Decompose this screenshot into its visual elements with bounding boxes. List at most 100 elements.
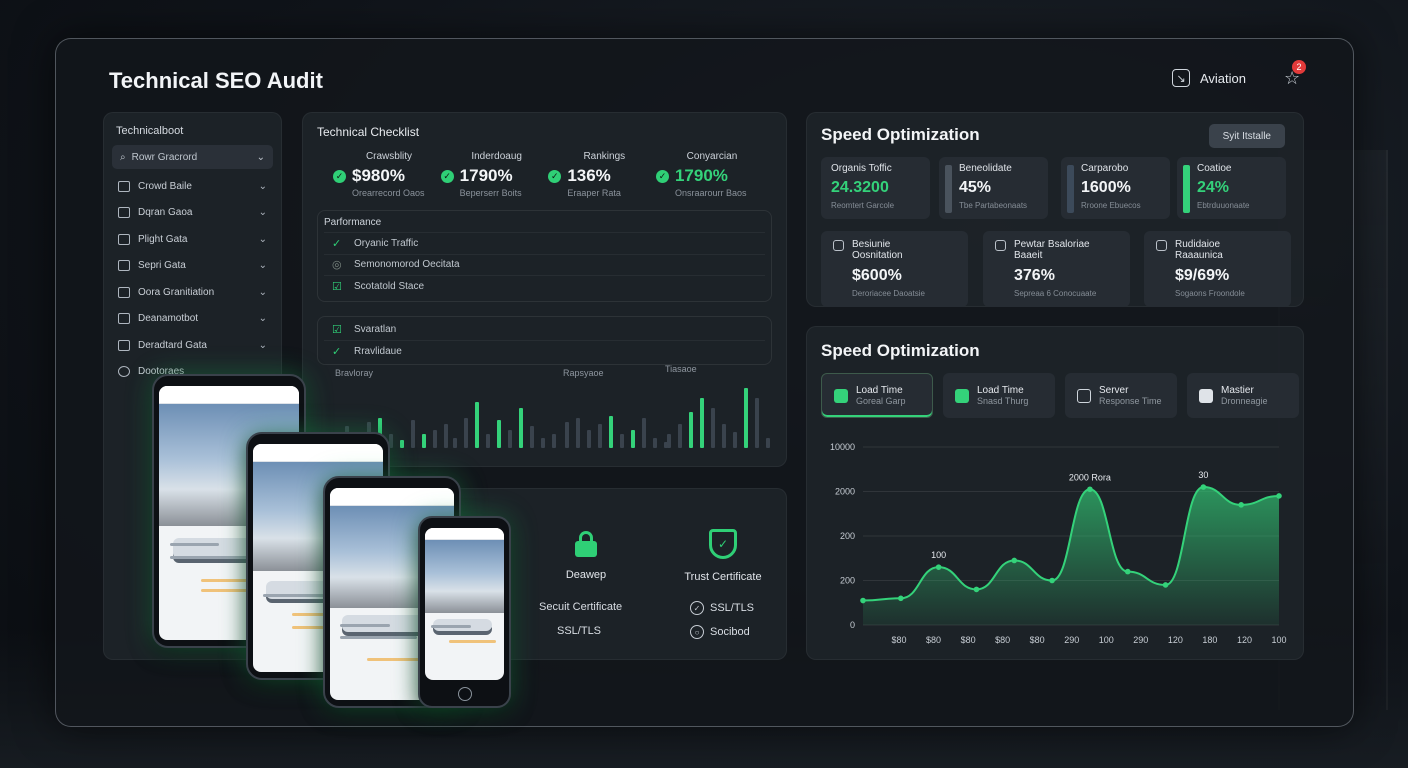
mini-bar bbox=[587, 430, 591, 448]
kpi-card-large[interactable]: Rudidaioe Raaaunica $9/69% Sogaons Froond… bbox=[1144, 231, 1291, 307]
mini-bar bbox=[453, 438, 457, 448]
metric-value: $980% bbox=[352, 166, 405, 185]
mini-bar bbox=[678, 424, 682, 448]
checklist-metrics: Crawsblity ✓ $980% Orearrecord Oaos Inder… bbox=[317, 151, 772, 198]
tab-label: Mastier bbox=[1221, 385, 1254, 396]
speed-action-button[interactable]: Syit Itstalle bbox=[1208, 124, 1285, 148]
mini-bar bbox=[433, 430, 437, 448]
favorites-button[interactable]: ☆ 2 bbox=[1284, 60, 1306, 88]
kpi-card[interactable]: Coatioe 24% Ebtrduuonaate bbox=[1177, 157, 1286, 219]
data-point bbox=[1276, 493, 1282, 499]
kpi-label: Coatioe bbox=[1197, 163, 1232, 174]
page-title: Technical SEO Audit bbox=[109, 68, 323, 93]
chevron-down-icon: ⌄ bbox=[258, 260, 267, 272]
dashboard-icon bbox=[118, 339, 130, 351]
metric-sub: Eraaper Rata bbox=[567, 188, 621, 198]
metric-sub: Orearrecord Oaos bbox=[352, 188, 425, 198]
lock-small-icon bbox=[1156, 240, 1167, 251]
data-point bbox=[935, 564, 942, 570]
sidebar-item-7[interactable]: Dootoraes bbox=[112, 359, 273, 386]
tab-server[interactable]: Server Response Time bbox=[1065, 373, 1177, 418]
sidebar-item-label: Dqran Gaoa bbox=[138, 207, 193, 219]
aviation-square-icon[interactable]: ↘ bbox=[1171, 69, 1190, 87]
metric-value: 136% bbox=[567, 166, 611, 185]
ssl-check-icon: ✓ bbox=[690, 601, 704, 615]
tab-mastier[interactable]: Mastier Dronneagie bbox=[1187, 373, 1299, 418]
mini-bar bbox=[508, 430, 512, 448]
sidebar-item-1[interactable]: Dqran Gaoa ⌄ bbox=[112, 200, 273, 227]
checklist-item[interactable]: ✓ Rravlidaue bbox=[324, 340, 765, 362]
kpi-card[interactable]: Carparobo 1600% Rroone Ebuecos bbox=[1061, 157, 1170, 219]
check-circle-icon: ✓ bbox=[440, 169, 454, 183]
sidebar-item-3[interactable]: Sepri Gata ⌄ bbox=[112, 253, 273, 280]
data-point bbox=[1238, 502, 1244, 508]
x-tick-label: $80 bbox=[891, 635, 906, 645]
sidebar-item-2[interactable]: Plight Gata ⌄ bbox=[112, 226, 273, 253]
chevron-down-icon: ⌄ bbox=[258, 180, 267, 192]
check-icon: ✓ bbox=[332, 345, 342, 358]
mini-bar bbox=[631, 430, 635, 448]
checklist-item[interactable]: ◎ Semonomorod Oecitata bbox=[324, 253, 765, 276]
data-point bbox=[973, 586, 980, 593]
kpi-card-large[interactable]: Besiunie Oosnitation $600% Deroriacee Dao… bbox=[821, 231, 968, 307]
x-tick-label: 180 bbox=[1202, 635, 1217, 645]
home-icon bbox=[995, 240, 1006, 251]
mini-bar bbox=[497, 420, 501, 448]
kpi-value: 45% bbox=[959, 179, 992, 196]
kpi-card[interactable]: Beneolidate 45% Tbe Partabeonaats bbox=[939, 157, 1048, 219]
sidebar-item-0[interactable]: Crowd Baile ⌄ bbox=[112, 173, 273, 200]
metric-label: Conyarcian bbox=[686, 151, 738, 162]
annotation-label: 30 bbox=[1198, 470, 1208, 480]
y-tick-label: 0 bbox=[850, 620, 855, 630]
tab-sub: Goreal Garp bbox=[856, 396, 906, 406]
checkbox-icon: ☑ bbox=[332, 323, 342, 336]
x-tick-label: 290 bbox=[1064, 635, 1079, 645]
sidebar-item-6[interactable]: Deradtard Gata ⌄ bbox=[112, 332, 273, 359]
checklist-item[interactable]: ✓ Oryanic Traffic bbox=[324, 232, 765, 254]
chat-icon bbox=[1199, 388, 1213, 403]
annotation-label: 100 bbox=[931, 550, 946, 560]
monitor-icon bbox=[955, 388, 969, 403]
tab-load-time[interactable]: Load Time Goreal Garp bbox=[821, 373, 933, 418]
data-point bbox=[1049, 577, 1055, 584]
mini-bar-charts: Bravloray Rapsyaoe Tiasaoe bbox=[333, 364, 773, 458]
checklist-item[interactable]: ☑ Scotatold Stace bbox=[324, 275, 765, 297]
kpi-value: $600% bbox=[852, 267, 902, 284]
kpi-card[interactable]: Organis Toffic 24.3200 Reomtert Garcole bbox=[821, 157, 930, 219]
checklist-item-label: Svaratlan bbox=[354, 323, 397, 335]
checklist-item[interactable]: ☑ Svaratlan bbox=[324, 319, 765, 341]
tab-load-time-2[interactable]: Load Time Snasd Thurg bbox=[943, 373, 1055, 418]
ssl-lock[interactable]: Deawep bbox=[551, 531, 621, 581]
performance-box: Parformance ✓ Oryanic Traffic ◎ Semonomoro… bbox=[317, 210, 772, 302]
mini-bar bbox=[464, 418, 468, 448]
sidebar-item-4[interactable]: Oora Granitiation ⌄ bbox=[112, 279, 273, 306]
mini-bar bbox=[642, 418, 646, 448]
kpi-label: Rudidaioe bbox=[1175, 239, 1221, 250]
metric-label: Rankings bbox=[583, 151, 626, 162]
sidebar-item-label: Deanamotbot bbox=[138, 313, 199, 325]
speed-tabs: Load Time Goreal Garp Load Time Snasd Thur… bbox=[821, 373, 1299, 418]
sidebar-item-label: Sepri Gata bbox=[138, 260, 186, 272]
kpi-card-large[interactable]: Pewtar Bsaloriae Baaeit 376% Sepreaa 6 Co… bbox=[983, 231, 1130, 307]
mini-bar bbox=[744, 388, 748, 448]
bar-group-label: Bravloray bbox=[335, 368, 374, 378]
kpi-value: 24.3200 bbox=[831, 179, 889, 196]
lock-icon bbox=[575, 531, 597, 557]
notification-badge: 2 bbox=[1292, 60, 1306, 74]
circle-icon bbox=[118, 366, 130, 378]
account-label[interactable]: Aviation bbox=[1199, 70, 1246, 86]
sidebar-item-5[interactable]: Deanamotbot ⌄ bbox=[112, 306, 273, 333]
trust-certificate[interactable]: ✓ Trust Certificate bbox=[673, 529, 773, 583]
lock-label: Deawep bbox=[565, 569, 607, 581]
data-point bbox=[1011, 557, 1018, 564]
kpi-label: Carparobo bbox=[1081, 163, 1129, 174]
sidebar-search-select[interactable]: ⌕ Rowr Gracrord ⌄ bbox=[112, 145, 273, 169]
mini-bar bbox=[444, 424, 448, 448]
check-icon: ◎ bbox=[332, 259, 342, 272]
kpi-stripe bbox=[945, 165, 952, 213]
circle-icon: ○ bbox=[690, 625, 704, 639]
x-tick-label: 120 bbox=[1237, 635, 1252, 645]
grid-icon bbox=[118, 233, 130, 245]
data-point bbox=[860, 597, 866, 604]
